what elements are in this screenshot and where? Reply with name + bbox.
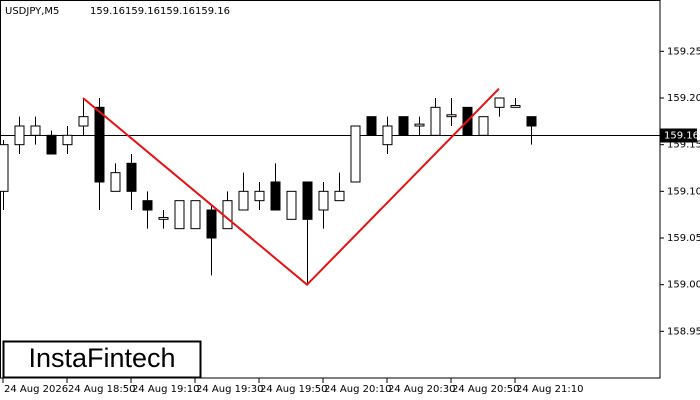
candle-body <box>238 190 249 211</box>
candle-body <box>318 190 329 211</box>
logo-box <box>2 340 202 379</box>
candle-body <box>46 134 57 155</box>
candle-body <box>142 200 153 211</box>
header-value: 159.16 <box>90 6 125 17</box>
pattern-line <box>82 87 500 287</box>
plot-frame <box>0 0 661 379</box>
candle-body <box>110 172 121 192</box>
candle-body <box>334 190 345 202</box>
x-tick-label: 24 Aug 19:30 <box>196 384 263 395</box>
candle-body <box>286 190 297 220</box>
candle-body <box>254 190 265 202</box>
candle-body <box>302 181 313 220</box>
candle-body <box>446 114 457 118</box>
x-tick-label: 24 Aug 18:50 <box>68 384 135 395</box>
candle-body <box>94 106 105 183</box>
candle-body <box>270 181 281 211</box>
candle-body <box>478 116 489 136</box>
candle-body <box>30 125 41 136</box>
candle-body <box>206 209 217 239</box>
y-tick-label: 159.05 <box>667 233 700 244</box>
candle-body <box>350 125 361 183</box>
y-tick-label: 159.10 <box>667 186 700 197</box>
candle-body <box>510 104 521 108</box>
x-tick-label: 24 Aug 20:10 <box>324 384 391 395</box>
candle-body <box>494 97 505 108</box>
candle-body <box>398 116 409 136</box>
y-tick-label: 158.95 <box>667 326 700 337</box>
symbol: USDJPY,M5 <box>5 6 59 17</box>
header-value: 159.16 <box>125 6 160 17</box>
y-tick-label: 159.15 <box>667 140 700 151</box>
candle-body <box>174 200 185 230</box>
x-tick-label: 24 Aug 2026 <box>4 384 68 395</box>
candle-body <box>382 125 393 146</box>
y-tick-label: 159.25 <box>667 46 700 57</box>
x-tick-label: 24 Aug 21:10 <box>516 384 583 395</box>
candle-body <box>62 134 73 146</box>
candle-body <box>126 162 137 192</box>
header-value: 159.16 <box>160 6 195 17</box>
y-tick-label: 159.00 <box>667 280 700 291</box>
candle-body <box>14 125 25 146</box>
logo: InstaFintech <box>28 343 175 373</box>
x-tick-label: 24 Aug 20:50 <box>452 384 519 395</box>
candle-body <box>190 200 201 230</box>
candle-body <box>0 144 9 192</box>
y-tick-label: 159.20 <box>667 93 700 104</box>
candle-body <box>414 123 425 127</box>
x-tick-label: 24 Aug 19:10 <box>132 384 199 395</box>
axes: 158.95 159.00 159.05 159.10 159.15 159.20 159.… <box>2 46 700 395</box>
candle-body <box>366 116 377 136</box>
candle-body <box>526 116 537 127</box>
candle-body <box>430 106 441 136</box>
x-tick-label: 24 Aug 19:50 <box>260 384 327 395</box>
price-label: 159.16 <box>664 131 699 142</box>
header-value: 159.16 <box>195 6 230 17</box>
x-tick-label: 24 Aug 20:30 <box>388 384 455 395</box>
plot-area <box>0 87 660 287</box>
price-label-box <box>660 128 697 143</box>
candle-body <box>158 216 169 220</box>
candle-body <box>78 116 89 127</box>
ohlc-header: 159.16 159.16 159.16 159.16 <box>90 6 230 17</box>
